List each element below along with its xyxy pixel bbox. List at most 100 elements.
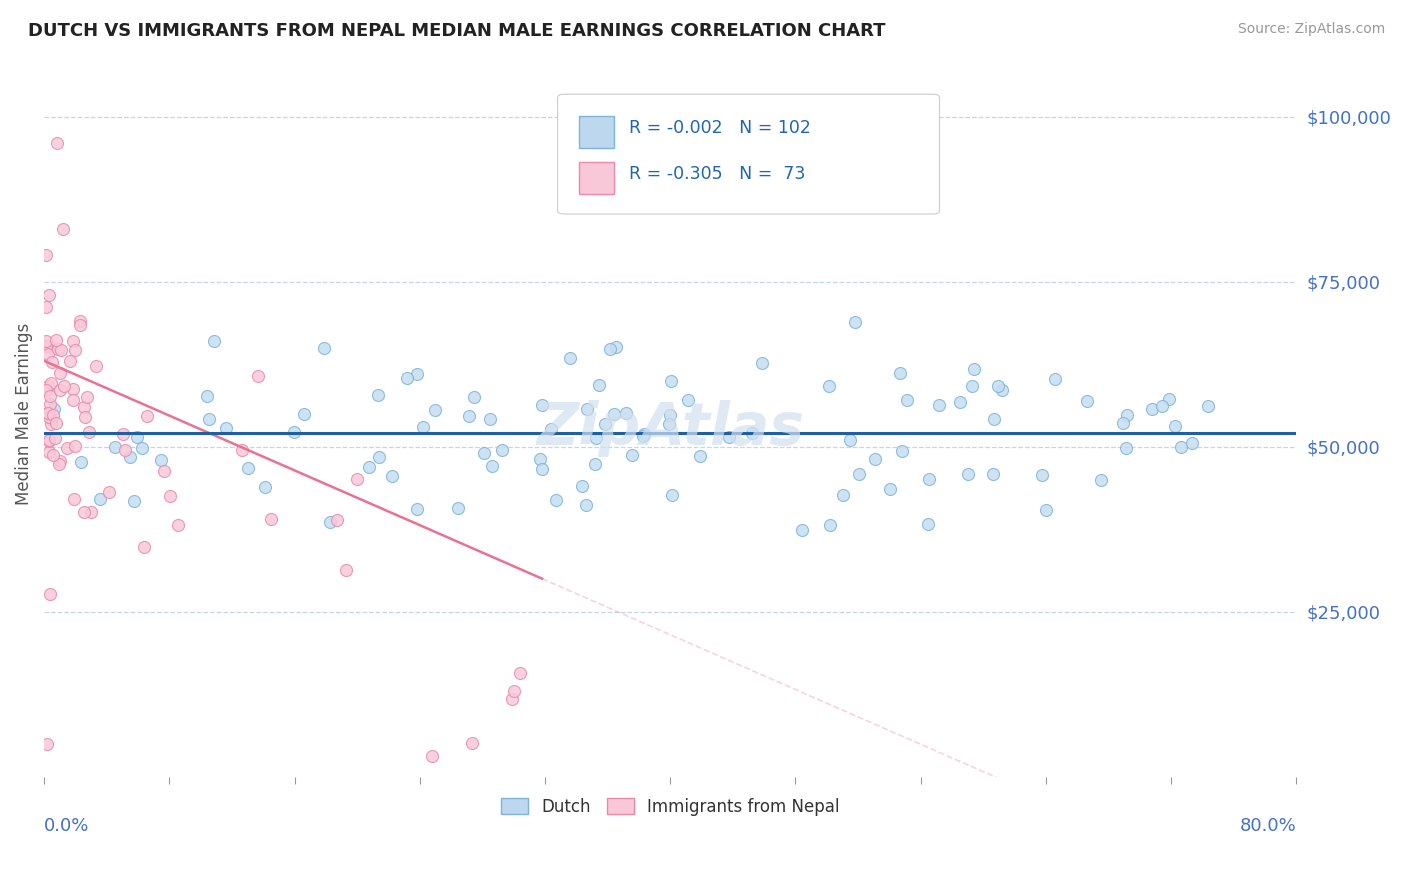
Point: [395, 371, 418, 385]
Point: [583, 457, 606, 471]
Point: [458, 409, 481, 423]
Point: [41, 355, 63, 369]
Point: [918, 472, 941, 486]
Point: [463, 390, 485, 404]
Text: Source: ZipAtlas.com: Source: ZipAtlas.com: [1237, 22, 1385, 37]
Point: [987, 379, 1010, 393]
Point: [529, 452, 551, 467]
Point: [531, 461, 554, 475]
Point: [45, 417, 67, 431]
Point: [820, 518, 842, 533]
Point: [633, 427, 655, 442]
Point: [863, 452, 886, 467]
Point: [52, 222, 75, 236]
Point: [956, 467, 979, 481]
Point: [127, 430, 149, 444]
Point: [631, 429, 654, 443]
Point: [167, 518, 190, 533]
Point: [69, 314, 91, 328]
Point: [741, 425, 763, 440]
Point: [949, 395, 972, 409]
Point: [1031, 468, 1053, 483]
Point: [35, 248, 58, 262]
Point: [44, 431, 66, 445]
Point: [39, 396, 62, 410]
Text: R = -0.305   N =  73: R = -0.305 N = 73: [628, 165, 806, 183]
Point: [38, 410, 60, 425]
Point: [73, 505, 96, 519]
Point: [1170, 440, 1192, 454]
Point: [359, 459, 381, 474]
Point: [605, 340, 627, 354]
Point: [960, 379, 983, 393]
Point: [215, 420, 238, 434]
Point: [544, 492, 567, 507]
Point: [42, 408, 65, 422]
Point: [509, 665, 531, 680]
Point: [1181, 436, 1204, 450]
Point: [45, 136, 67, 150]
Point: [75, 409, 97, 424]
Point: [818, 378, 841, 392]
Point: [37, 737, 59, 751]
Point: [603, 408, 626, 422]
Point: [132, 541, 155, 555]
Point: [425, 402, 447, 417]
Point: [48, 457, 70, 471]
Point: [63, 439, 86, 453]
Point: [1035, 503, 1057, 517]
Point: [37, 379, 59, 393]
Point: [79, 505, 101, 519]
Point: [283, 425, 305, 440]
Point: [599, 342, 621, 356]
Point: [38, 433, 60, 447]
Point: [593, 417, 616, 432]
Text: R = -0.002   N = 102: R = -0.002 N = 102: [628, 120, 811, 137]
Point: [717, 430, 740, 444]
Point: [62, 382, 84, 396]
Point: [314, 342, 336, 356]
Point: [838, 433, 860, 447]
Point: [114, 442, 136, 457]
Point: [84, 359, 107, 373]
Point: [658, 408, 681, 422]
Point: [558, 351, 581, 365]
Point: [63, 343, 86, 358]
Point: [98, 484, 121, 499]
Point: [891, 444, 914, 458]
Point: [45, 333, 67, 347]
Point: [620, 448, 643, 462]
Point: [848, 467, 870, 482]
Point: [118, 450, 141, 464]
Point: [1090, 473, 1112, 487]
FancyBboxPatch shape: [579, 162, 614, 194]
Point: [844, 315, 866, 329]
Point: [540, 422, 562, 436]
Point: [406, 502, 429, 516]
Point: [381, 469, 404, 483]
Point: [149, 452, 172, 467]
Point: [236, 461, 259, 475]
Point: [889, 366, 911, 380]
Point: [59, 353, 82, 368]
Point: [571, 479, 593, 493]
Point: [1157, 392, 1180, 406]
Point: [202, 334, 225, 349]
Point: [1197, 399, 1219, 413]
Point: [896, 393, 918, 408]
Point: [51, 343, 73, 357]
Point: [259, 512, 281, 526]
Point: [678, 392, 700, 407]
Point: [122, 494, 145, 508]
Point: [659, 374, 682, 388]
Point: [112, 427, 135, 442]
Point: [38, 434, 60, 448]
Point: [39, 340, 62, 354]
Point: [89, 491, 111, 506]
Point: [292, 407, 315, 421]
Point: [53, 378, 76, 392]
Point: [478, 412, 501, 426]
Point: [38, 288, 60, 302]
Point: [1116, 408, 1139, 422]
Point: [231, 442, 253, 457]
